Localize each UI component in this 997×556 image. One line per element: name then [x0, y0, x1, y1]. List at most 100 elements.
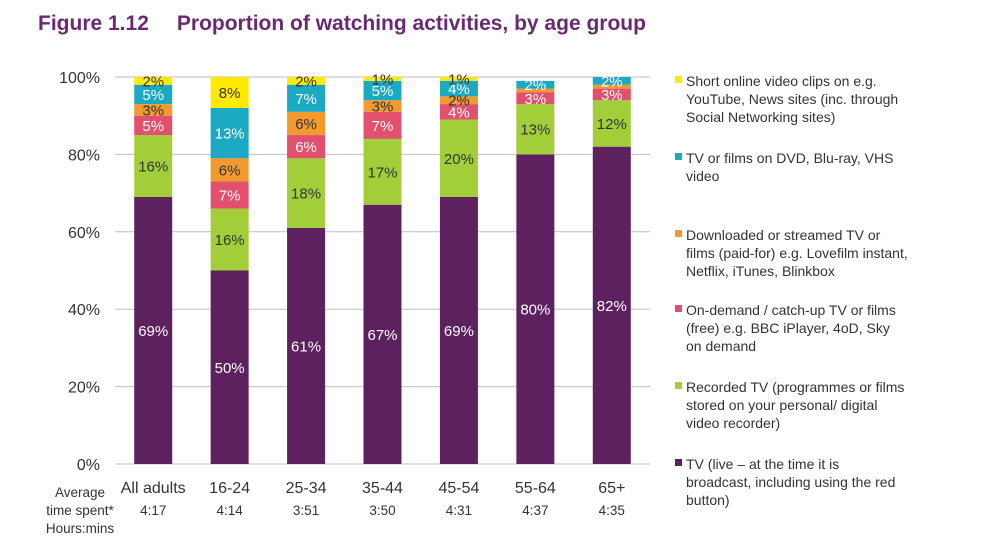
bar-segment: [134, 77, 173, 85]
data-label: 13%: [520, 122, 550, 139]
legend-swatch: [675, 230, 682, 237]
data-label: 61%: [291, 338, 321, 355]
y-tick-label: 0%: [77, 457, 100, 474]
bar-segment: [516, 154, 555, 464]
legend-label: Recorded TV (programmes or films stored …: [686, 379, 905, 431]
legend-swatch: [675, 76, 682, 83]
avg-time-value: 3:51: [293, 503, 319, 518]
x-category-label: 25-34: [286, 480, 327, 497]
bar-segment: [134, 84, 173, 105]
data-label: 6%: [219, 162, 241, 179]
bar-segment: [592, 77, 631, 85]
data-label: 82%: [597, 298, 627, 315]
data-label: 18%: [291, 186, 321, 203]
data-label: 5%: [142, 87, 164, 104]
data-label: 2%: [142, 73, 164, 90]
bar-segment: [439, 196, 478, 464]
data-label: 2%: [601, 73, 623, 90]
data-label: 2%: [295, 73, 317, 90]
bar-segment: [210, 107, 249, 159]
avg-time-value: 4:37: [522, 503, 548, 518]
data-label: 2%: [525, 77, 547, 94]
data-label: 17%: [367, 164, 397, 181]
y-tick-label: 60%: [68, 225, 100, 242]
data-label: 12%: [597, 116, 627, 133]
y-tick-label: 20%: [68, 380, 100, 397]
bar-segment: [134, 135, 173, 197]
legend-swatch: [675, 153, 682, 160]
data-label: 1%: [372, 71, 394, 88]
figure-number: Figure 1.12: [38, 12, 149, 35]
legend-swatch: [675, 305, 682, 312]
bar-segment: [134, 104, 173, 116]
bar-segment: [592, 84, 631, 89]
bar-segment: [439, 119, 478, 197]
avg-time-value: 4:14: [217, 503, 244, 518]
y-tick-label: 80%: [68, 147, 100, 164]
y-tick-label: 40%: [68, 302, 100, 319]
data-label: 6%: [295, 139, 317, 156]
bar-segment: [516, 80, 555, 89]
x-axis: All adults 4:17 16-24 4:14 25-34 3:51 35-44 3:5…: [121, 480, 626, 518]
data-label: 50%: [215, 360, 245, 377]
bar-segment: [363, 77, 402, 81]
bar-segment: [516, 88, 555, 93]
x-category-label: 65+: [598, 480, 625, 497]
x-category-label: 16-24: [209, 480, 250, 497]
bar-segment: [287, 158, 326, 228]
bar-segment: [363, 100, 402, 112]
avg-time-value: 4:17: [140, 503, 166, 518]
bar-segment: [363, 204, 402, 464]
x-category-label: 45-54: [438, 480, 479, 497]
x-category-label: 35-44: [362, 480, 403, 497]
data-label: 4%: [448, 81, 470, 98]
data-label: 4%: [448, 104, 470, 121]
data-label: 16%: [138, 159, 168, 176]
data-label: 67%: [367, 327, 397, 344]
legend-label: Downloaded or streamed TV or films (paid…: [686, 227, 908, 279]
bar-segment: [287, 77, 326, 85]
bar-segment: [439, 96, 478, 105]
chart-title: Figure 1.12 Proportion of watching activi…: [38, 12, 646, 36]
average-time-label: Average time spent* Hours:mins: [45, 485, 115, 536]
data-label: 3%: [601, 87, 623, 104]
figure-title: Proportion of watching activities, by ag…: [176, 12, 646, 35]
bar-segment: [134, 115, 173, 136]
legend-swatch: [675, 382, 682, 389]
legend-label: On-demand / catch-up TV or films (free) …: [686, 302, 896, 354]
data-label: 5%: [372, 83, 394, 100]
avg-time-value: 4:31: [446, 503, 472, 518]
avg-time-value: 3:50: [369, 503, 395, 518]
bar-segment: [210, 270, 249, 464]
legend-label: TV (live – at the time it is broadcast, …: [686, 456, 896, 508]
bar-segment: [439, 104, 478, 120]
data-label: 7%: [295, 91, 317, 108]
data-label: 20%: [444, 151, 474, 168]
bar-segment: [439, 77, 478, 81]
stacked-bar-chart: 0%20%40%60%80%100% 69%16%5%3%5%2%50%16%7…: [59, 70, 650, 518]
x-category-label: 55-64: [515, 480, 556, 497]
legend-label: TV or films on DVD, Blu-ray, VHS video: [686, 150, 894, 184]
data-label: 16%: [215, 232, 245, 249]
data-label: 1%: [448, 71, 470, 88]
bar-segment: [210, 77, 249, 108]
data-label: 3%: [142, 102, 164, 119]
bar-segment: [363, 80, 402, 101]
data-label: 6%: [295, 116, 317, 133]
data-label: 3%: [525, 91, 547, 108]
bar-segment: [363, 111, 402, 139]
data-label: 13%: [215, 126, 245, 143]
bar-segment: [287, 84, 326, 112]
avg-time-value: 4:35: [599, 503, 625, 518]
data-label: 7%: [372, 118, 394, 135]
y-axis: 0% 20% 40% 60% 80% 100%: [59, 70, 100, 474]
bar-segment: [516, 92, 555, 105]
bar-segment: [592, 100, 631, 147]
bar-segment: [210, 181, 249, 209]
x-category-label: All adults: [121, 480, 186, 497]
bar-segment: [516, 104, 555, 155]
bar-segment: [287, 135, 326, 159]
data-label: 2%: [448, 93, 470, 110]
bar-segment: [363, 138, 402, 205]
bar-segment: [439, 80, 478, 97]
